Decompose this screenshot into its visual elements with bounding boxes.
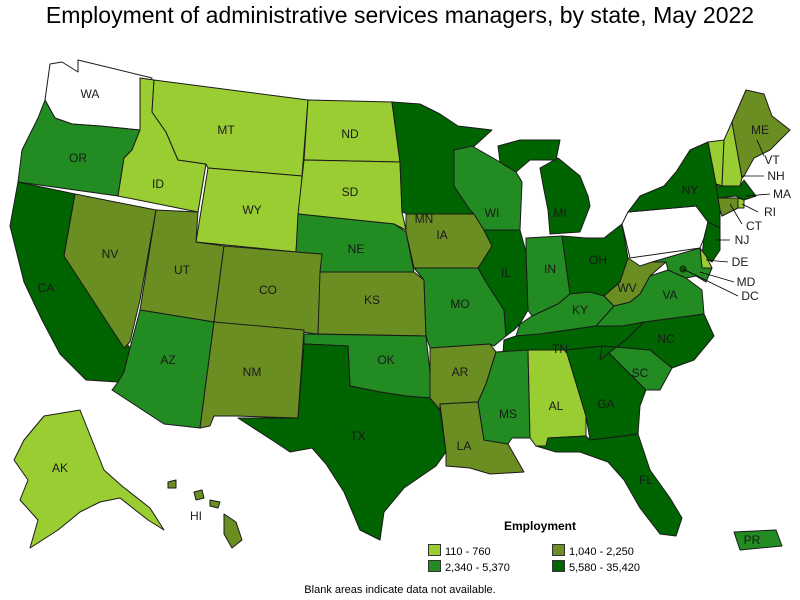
state-label-TX: TX [350, 429, 365, 443]
map-legend: Employment 110 - 760 1,040 - 2,250 2,340… [428, 519, 668, 579]
legend-item-1040-2250: 1,040 - 2,250 [552, 544, 634, 558]
state-label-SC: SC [632, 366, 649, 380]
state-label-DC: DC [741, 289, 759, 303]
state-label-MA: MA [773, 187, 791, 201]
state-NH[interactable] [721, 121, 743, 187]
state-RI[interactable] [737, 197, 745, 209]
state-label-PR: PR [744, 533, 761, 547]
state-label-RI: RI [764, 205, 776, 219]
state-label-MS: MS [499, 407, 517, 421]
map-title: Employment of administrative services ma… [45, 2, 755, 28]
state-label-GA: GA [597, 397, 614, 411]
state-label-IN: IN [544, 262, 556, 276]
state-label-OR: OR [69, 151, 87, 165]
state-label-LA: LA [457, 439, 472, 453]
state-NC[interactable] [599, 313, 715, 369]
legend-swatch [552, 560, 565, 572]
state-label-WI: WI [485, 206, 500, 220]
state-label-IL: IL [501, 266, 511, 280]
state-label-HI: HI [190, 509, 202, 523]
state-label-ME: ME [751, 123, 769, 137]
state-label-NM: NM [243, 365, 262, 379]
label-leader-lines [682, 139, 771, 297]
state-label-CA: CA [38, 281, 55, 295]
state-label-NC: NC [657, 332, 675, 346]
state-label-OK: OK [377, 353, 394, 367]
state-label-AL: AL [549, 399, 564, 413]
state-label-AR: AR [452, 365, 469, 379]
state-label-OH: OH [589, 253, 607, 267]
legend-label: 110 - 760 [445, 546, 491, 558]
state-label-MN: MN [415, 212, 434, 226]
state-label-CO: CO [259, 283, 277, 297]
state-label-WA: WA [81, 87, 100, 101]
state-label-NH: NH [767, 169, 784, 183]
state-ME[interactable] [731, 89, 791, 179]
state-MI[interactable] [497, 139, 591, 235]
state-label-AZ: AZ [160, 353, 175, 367]
blank-areas-note: Blank areas indicate data not available. [304, 584, 496, 596]
legend-swatch [428, 560, 441, 572]
state-label-SD: SD [342, 185, 359, 199]
state-label-DE: DE [732, 255, 749, 269]
state-label-VT: VT [764, 153, 780, 167]
legend-label: 1,040 - 2,250 [569, 546, 634, 558]
state-TX[interactable] [237, 343, 447, 541]
state-label-MO: MO [450, 297, 469, 311]
state-label-VA: VA [662, 288, 677, 302]
state-FL[interactable] [535, 433, 683, 537]
legend-label: 5,580 - 35,420 [569, 562, 640, 574]
state-label-AK: AK [52, 461, 68, 475]
state-label-FL: FL [639, 473, 653, 487]
state-label-UT: UT [174, 263, 191, 277]
legend-label: 2,340 - 5,370 [445, 562, 510, 574]
state-label-NE: NE [348, 242, 365, 256]
legend-item-110-760: 110 - 760 [428, 544, 491, 558]
state-label-TN: TN [552, 342, 568, 356]
state-MA[interactable] [715, 179, 757, 201]
state-label-MI: MI [553, 206, 566, 220]
legend-title: Employment [504, 519, 577, 533]
state-MD[interactable] [651, 247, 713, 283]
state-label-WV: WV [617, 281, 636, 295]
state-NJ[interactable] [701, 221, 721, 263]
state-label-NY: NY [682, 183, 699, 197]
state-label-WY: WY [242, 203, 261, 217]
state-label-KY: KY [572, 303, 588, 317]
state-label-IA: IA [436, 228, 447, 242]
state-label-MT: MT [217, 123, 235, 137]
state-label-MD: MD [737, 275, 756, 289]
legend-swatch [428, 544, 441, 556]
state-label-NV: NV [102, 247, 119, 261]
legend-item-2340-5370: 2,340 - 5,370 [428, 560, 510, 574]
state-label-NJ: NJ [735, 233, 750, 247]
state-label-CT: CT [746, 219, 763, 233]
state-label-ND: ND [341, 127, 359, 141]
state-PR[interactable] [733, 529, 783, 551]
state-label-KS: KS [364, 293, 380, 307]
state-CT[interactable] [717, 197, 739, 217]
state-label-ID: ID [152, 177, 164, 191]
legend-item-5580-35420: 5,580 - 35,420 [552, 560, 640, 574]
state-AK[interactable] [13, 409, 165, 549]
legend-swatch [552, 544, 565, 556]
state-NM[interactable] [199, 321, 305, 429]
state-HI[interactable] [167, 479, 243, 549]
